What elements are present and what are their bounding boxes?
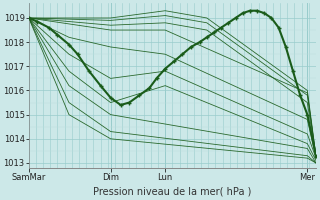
X-axis label: Pression niveau de la mer( hPa ): Pression niveau de la mer( hPa ): [93, 187, 252, 197]
